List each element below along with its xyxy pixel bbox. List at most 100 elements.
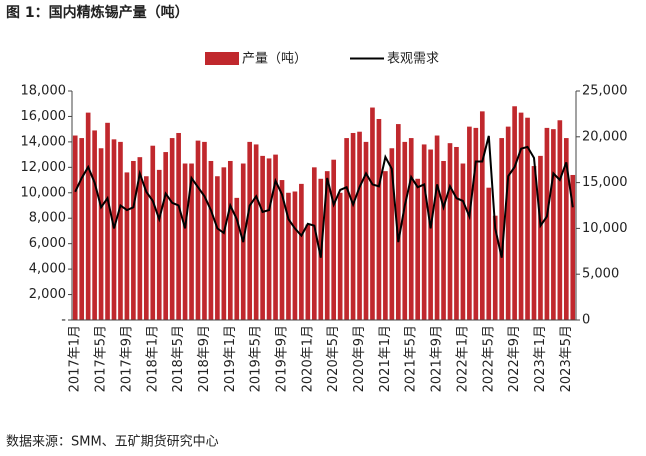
bar <box>124 172 130 320</box>
bar <box>551 129 556 320</box>
bar <box>525 117 530 320</box>
x-tick-label: 2018年1月 <box>145 325 160 392</box>
bar <box>72 135 78 320</box>
y2-tick-label: 20,000 <box>582 129 628 144</box>
bar <box>415 178 421 320</box>
bar <box>202 141 207 320</box>
chart-title: 图 1：国内精炼锡产量（吨） <box>6 4 189 21</box>
bar <box>557 120 563 320</box>
bar <box>182 163 188 320</box>
bar <box>473 127 479 321</box>
x-tick-label: 2021年1月 <box>378 325 393 392</box>
bar <box>143 176 149 320</box>
bar <box>505 126 511 320</box>
y-tick-label: 16,000 <box>21 109 67 124</box>
bar <box>563 138 569 320</box>
bar <box>538 155 543 320</box>
y2-tick-label: 0 <box>582 313 590 328</box>
legend-label: 表观需求 <box>387 52 439 67</box>
bar <box>195 140 201 320</box>
bar <box>544 127 550 321</box>
legend-label: 产量（吨） <box>242 52 307 67</box>
bar <box>499 138 505 320</box>
x-tick-label: 2023年1月 <box>533 325 548 392</box>
bar <box>156 169 162 320</box>
bar <box>176 132 181 320</box>
bar <box>253 144 259 320</box>
bar <box>531 166 537 320</box>
bar <box>105 122 110 320</box>
x-tick-label: 2019年1月 <box>223 325 238 392</box>
source: 数据来源：SMM、五矿期货研究中心 <box>6 434 219 450</box>
bar <box>208 160 214 320</box>
y-tick-label: 2,000 <box>29 287 66 302</box>
bar <box>383 171 388 320</box>
bar <box>169 138 175 320</box>
bar <box>111 139 117 320</box>
bar <box>441 160 446 320</box>
bar <box>137 157 143 320</box>
y2-tick-label: 10,000 <box>582 221 628 236</box>
bar <box>131 160 136 320</box>
bar <box>408 138 414 320</box>
bar <box>305 224 311 320</box>
bar <box>492 215 498 320</box>
bar <box>363 141 369 320</box>
y-tick-label: 4,000 <box>29 262 66 277</box>
bar <box>247 141 253 320</box>
bar <box>215 176 220 320</box>
y-tick-label: 14,000 <box>21 134 67 149</box>
bar <box>447 143 453 320</box>
bar <box>344 138 349 320</box>
x-tick-label: 2017年1月 <box>68 325 83 392</box>
x-tick-label: 2021年9月 <box>430 325 445 392</box>
x-tick-label: 2019年9月 <box>275 325 290 392</box>
bar <box>454 146 459 320</box>
bar <box>337 192 343 320</box>
x-tick-label: 2019年5月 <box>249 325 264 392</box>
bar <box>402 141 408 320</box>
x-tick-label: 2020年1月 <box>300 325 315 392</box>
bar <box>479 111 485 320</box>
bar <box>299 183 304 320</box>
y2-tick-label: 15,000 <box>582 175 628 190</box>
bar <box>260 155 265 320</box>
bar <box>163 152 169 320</box>
y-tick-label: 6,000 <box>29 236 66 251</box>
x-tick-label: 2020年9月 <box>352 325 367 392</box>
bar <box>79 138 85 320</box>
bar <box>227 160 233 320</box>
bar <box>357 131 362 320</box>
bar <box>92 130 97 320</box>
bar <box>324 171 330 320</box>
bar <box>486 187 492 320</box>
x-tick-label: 2022年9月 <box>507 325 522 392</box>
x-tick-label: 2017年9月 <box>119 325 134 392</box>
bar <box>376 118 382 320</box>
x-tick-label: 2020年5月 <box>326 325 341 392</box>
bar <box>421 144 427 320</box>
bar <box>279 180 285 320</box>
x-tick-label: 2017年5月 <box>94 325 109 392</box>
bar <box>189 163 194 320</box>
bar <box>85 112 91 320</box>
bar <box>286 192 291 320</box>
bar <box>292 191 298 320</box>
y-tick-label: 18,000 <box>21 84 67 99</box>
legend-swatch <box>205 52 239 65</box>
bar <box>331 159 337 320</box>
y-tick-label: 8,000 <box>29 211 66 226</box>
bar <box>311 167 317 320</box>
bar <box>98 148 104 320</box>
bar <box>234 197 240 320</box>
x-tick-label: 2018年9月 <box>197 325 212 392</box>
bar <box>428 149 433 320</box>
y2-tick-label: 25,000 <box>582 84 628 99</box>
bar <box>389 148 395 320</box>
bar <box>221 167 227 320</box>
x-tick-label: 2022年1月 <box>455 325 470 392</box>
x-tick-label: 2018年5月 <box>171 325 186 392</box>
bar <box>150 145 156 320</box>
